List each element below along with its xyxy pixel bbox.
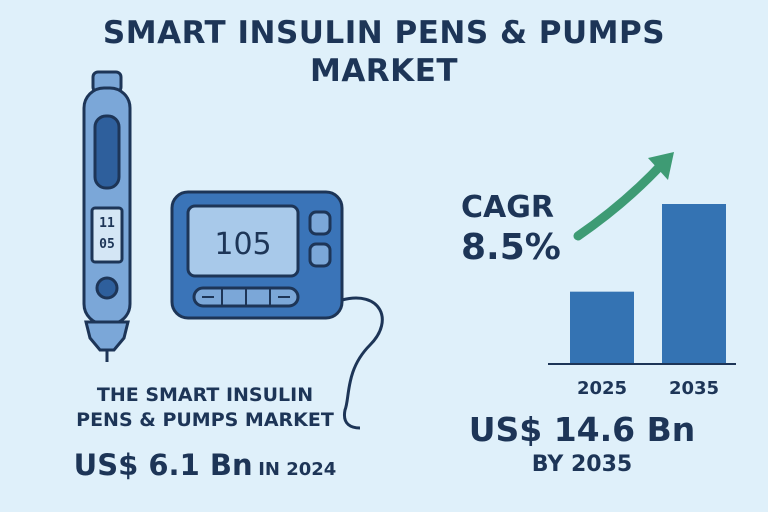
cagr-value: 8.5% [461, 227, 561, 268]
market-value-2035-suffix: BY 2035 [531, 452, 633, 477]
pen-display-bottom: 05 [99, 237, 115, 252]
market-bar-chart: 2025 2035 [548, 152, 736, 399]
market-caption-line-1: THE SMART INSULIN [96, 384, 314, 406]
page-title: SMART INSULIN PENS & PUMPS MARKET [0, 14, 768, 90]
title-line-1: SMART INSULIN PENS & PUMPS [102, 15, 666, 51]
pump-display-reading: 105 [214, 227, 271, 262]
market-value-2024-amount: US$ 6.1 Bn [73, 448, 253, 482]
cagr-label: CAGR [461, 190, 554, 225]
bar-group [570, 204, 726, 364]
title-line-2: MARKET [309, 53, 459, 89]
market-value-2035-amount: US$ 14.6 Bn [468, 410, 696, 449]
bar-2035 [662, 204, 726, 364]
market-value-2024: US$ 6.1 Bn IN 2024 [60, 448, 350, 482]
insulin-pen-icon: 11 05 [82, 70, 132, 362]
market-value-2024-suffix: IN 2024 [258, 459, 337, 480]
bar-2025 [570, 291, 634, 364]
market-caption-line-2: PENS & PUMPS MARKET [76, 409, 334, 431]
tick-label-group: 2025 2035 [577, 378, 719, 399]
pen-display-top: 11 [99, 216, 115, 231]
market-value-2035: US$ 14.6 Bn BY 2035 [452, 410, 712, 480]
tick-label-2035: 2035 [669, 378, 719, 399]
tick-label-2025: 2025 [577, 378, 627, 399]
cagr-block: CAGR 8.5% [461, 188, 561, 268]
insulin-pump-icon: 105 [170, 190, 384, 430]
trend-arrow-icon [573, 152, 674, 241]
market-caption: THE SMART INSULIN PENS & PUMPS MARKET [60, 383, 350, 433]
